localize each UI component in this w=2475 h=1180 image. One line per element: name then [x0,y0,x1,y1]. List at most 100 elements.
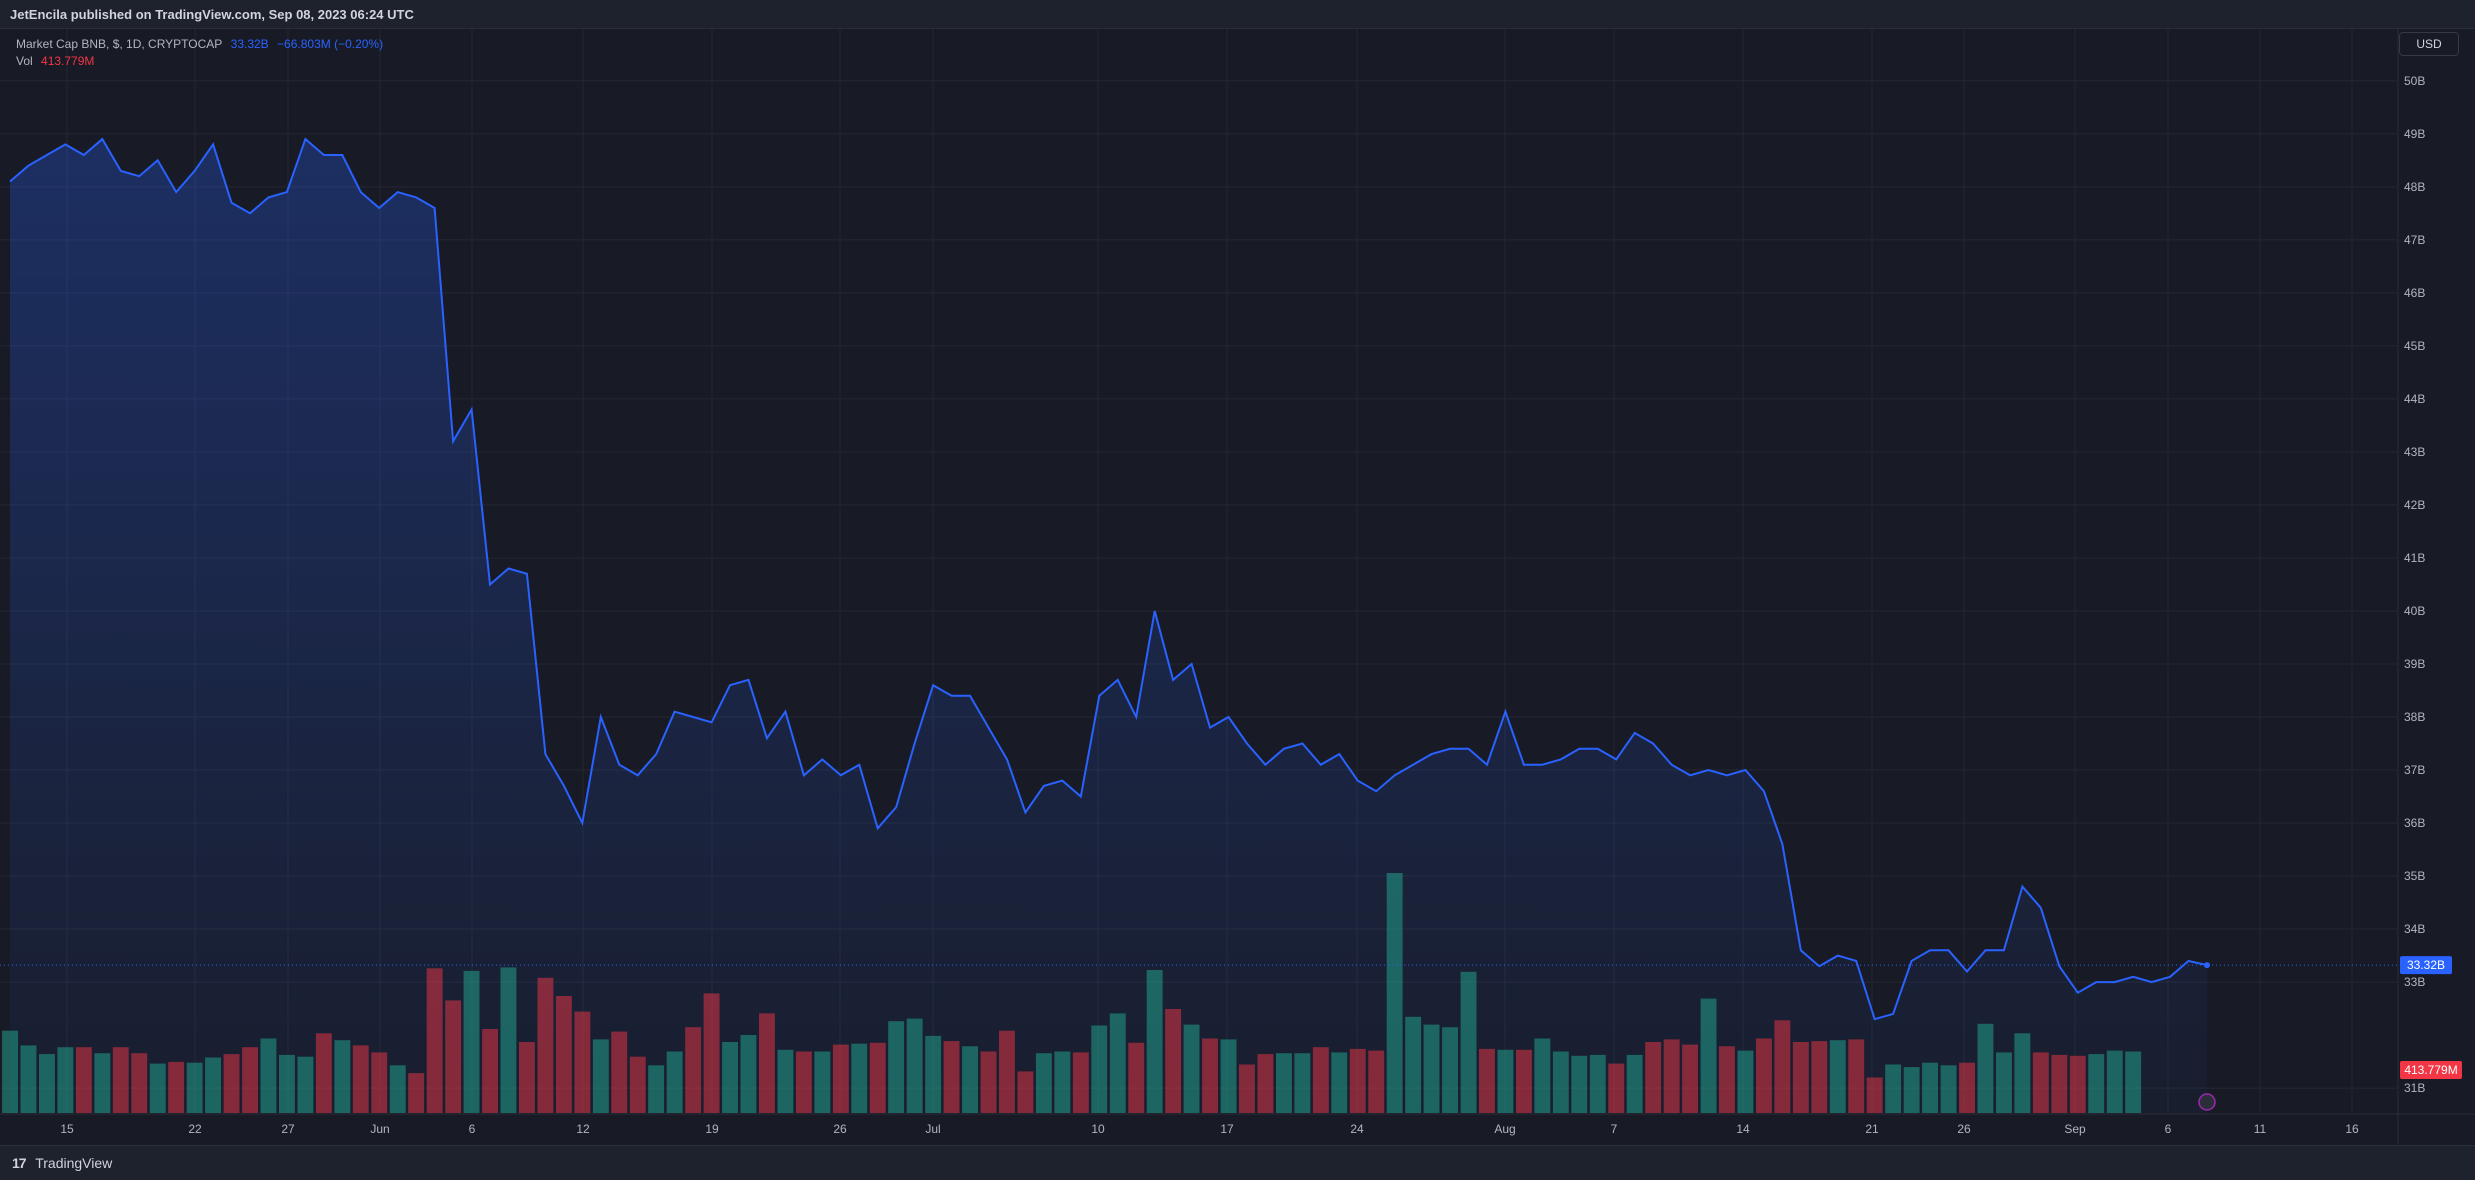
x-tick-label: 26 [833,1122,847,1136]
currency-button[interactable]: USD [2399,32,2459,56]
volume-bar [1774,1020,1791,1113]
price-area-fill [10,139,2207,1114]
volume-bar [555,996,572,1113]
volume-bar [75,1047,92,1113]
volume-bar [1257,1054,1274,1113]
volume-bar [519,1042,535,1113]
volume-bar [888,1021,905,1113]
volume-value: 413.779M [41,54,95,68]
symbol-title[interactable]: Market Cap BNB, $, 1D, CRYPTOCAP [16,37,223,51]
last-volume-text: 413.779M [2404,1063,2457,1077]
legend-change: −66.803M (−0.20%) [277,37,384,51]
y-tick-label: 35B [2404,869,2425,883]
volume-bar [1719,1046,1735,1113]
volume-bar [1239,1064,1255,1113]
volume-bar [463,970,480,1113]
chart-area[interactable]: 50B 49B 48B 47B 46B 45B 44B 43B 42B 41B 40B 39B 38B 3… [0,29,2475,1144]
volume-bar [1756,1038,1772,1113]
volume-bar [666,1051,683,1113]
x-tick-label: 7 [1611,1122,1618,1136]
volume-bar [334,1040,351,1113]
volume-bar [500,967,517,1113]
x-tick-label: 22 [188,1122,202,1136]
volume-bar [1571,1055,1588,1113]
y-tick-label: 48B [2404,180,2425,194]
volume-bar [611,1031,628,1113]
last-price-dot [2204,962,2210,969]
tradingview-brand[interactable]: 17 TradingView [12,1155,112,1171]
x-tick-label: Jun [370,1122,389,1136]
volume-bar [1792,1042,1809,1113]
volume-bar [1072,1052,1089,1113]
volume-bar [1922,1062,1938,1113]
volume-bar [1349,1048,1366,1113]
volume-bar [1811,1041,1828,1113]
x-tick-label: 6 [469,1122,476,1136]
volume-bar [1589,1054,1606,1113]
volume-bar [1700,998,1717,1113]
volume-bar [1331,1052,1348,1113]
volume-bar [205,1057,221,1113]
y-tick-label: 31B [2404,1081,2425,1095]
volume-bar [814,1051,831,1113]
volume-bar [242,1047,258,1113]
volume-bar [537,977,554,1113]
last-price-text: 33.32B [2407,958,2445,972]
volume-bar [279,1054,295,1113]
volume-bar [906,1018,923,1113]
y-tick-label: 44B [2404,392,2425,406]
volume-bar [1146,970,1163,1113]
volume-bar [1608,1063,1625,1113]
y-tick-label: 33B [2404,975,2425,989]
volume-bar [1165,1009,1182,1113]
volume-bar [1829,1040,1846,1113]
volume-bar [1866,1077,1883,1113]
volume-bar [2,1030,18,1113]
publish-info: JetEncila published on TradingView.com, … [10,7,414,22]
price-line [0,137,2398,1021]
volume-bar [851,1043,868,1113]
volume-bar [2069,1055,2086,1113]
volume-bar [2088,1054,2105,1113]
volume-bar [112,1047,129,1113]
volume-bar [352,1045,369,1113]
y-tick-label: 34B [2404,922,2425,936]
volume-bar [703,993,720,1113]
volume-bar [629,1056,646,1113]
y-tick-label: 37B [2404,763,2425,777]
volume-bar [260,1038,277,1113]
volume-bar [57,1047,74,1113]
volume-bar [1368,1050,1385,1113]
footer: 17 TradingView [0,1145,2475,1180]
price-chart[interactable]: 50B 49B 48B 47B 46B 45B 44B 43B 42B 41B 40B 39B 38B 3… [0,29,2475,1144]
volume-bar [1663,1039,1680,1113]
volume-bar [740,1035,757,1113]
x-tick-label: 11 [2254,1122,2267,1136]
y-tick-label: 40B [2404,604,2425,618]
volume-bar [1903,1067,1920,1113]
volume-bar [1220,1039,1237,1113]
x-tick-label: 12 [576,1122,590,1136]
publish-header: JetEncila published on TradingView.com, … [0,0,2475,29]
volume-bar [1940,1065,1957,1113]
volume-bar [980,1051,997,1113]
volume-bar [371,1052,388,1113]
volume-label[interactable]: Vol [16,54,33,68]
volume-bar [832,1044,849,1113]
volume-bar [2125,1051,2142,1113]
volume-bar [795,1051,812,1113]
volume-bar [1202,1038,1218,1113]
lightning-icon [2198,1093,2216,1111]
volume-bar [925,1035,942,1113]
volume-bar [1497,1049,1514,1113]
volume-bar [20,1045,37,1113]
x-tick-label: 19 [705,1122,719,1136]
volume-bar [1386,873,1403,1113]
y-tick-label: 50B [2404,74,2425,88]
volume-bar [574,1011,591,1113]
volume-bar [168,1061,185,1113]
volume-bar [1534,1038,1551,1113]
volume-bars [2,873,2142,1113]
volume-bar [1737,1050,1754,1113]
volume-bar [1128,1042,1145,1113]
